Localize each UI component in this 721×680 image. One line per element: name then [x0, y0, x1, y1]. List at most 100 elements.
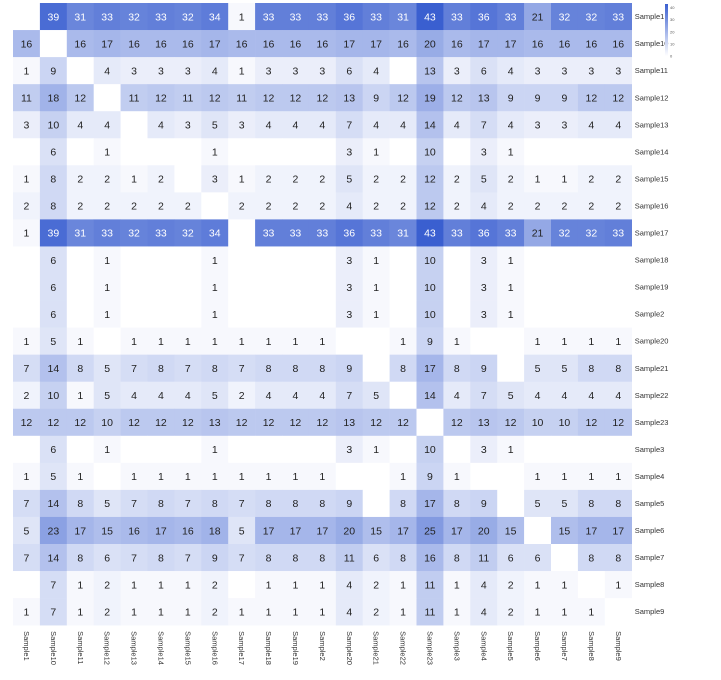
heatmap-cell: [604, 571, 632, 599]
heatmap-cell: [335, 165, 363, 193]
heatmap-cell: [13, 354, 41, 382]
cell-value-label: 1: [131, 336, 137, 348]
cell-value-label: 3: [535, 120, 541, 132]
heatmap-cell: [524, 219, 552, 247]
column-label: Sample1: [22, 631, 31, 661]
cell-value-label: 1: [562, 471, 568, 483]
heatmap-cell: [201, 138, 229, 166]
heatmap-cell: [389, 84, 417, 112]
cell-value-label: 3: [481, 309, 487, 321]
column-label: Sample14: [156, 631, 165, 665]
colorbar-tick-label: 10: [670, 41, 675, 46]
heatmap-cell: [362, 381, 390, 410]
cell-value-label: 2: [562, 201, 568, 213]
heatmap-cell: [389, 138, 417, 166]
heatmap-cell: [389, 435, 417, 464]
cell-value-label: 4: [535, 390, 541, 402]
cell-value-label: 1: [185, 606, 191, 618]
heatmap-cell: [93, 246, 121, 274]
heatmap-cell: [66, 192, 94, 220]
heatmap-cell: [497, 516, 525, 545]
cell-value-label: 36: [478, 228, 490, 240]
cell-value-label: 1: [535, 174, 541, 186]
heatmap-cell: [524, 300, 552, 328]
cell-value-label: 1: [131, 471, 137, 483]
heatmap-cell: [604, 165, 632, 193]
heatmap-cell: [389, 57, 417, 85]
column-label: Sample19: [291, 631, 300, 665]
cell-value-label: 5: [508, 390, 514, 402]
cell-value-label: 1: [24, 471, 30, 483]
heatmap-cell: [416, 84, 444, 112]
heatmap-cell: [147, 3, 175, 31]
cell-value-label: 6: [50, 147, 56, 159]
cell-value-label: 1: [239, 606, 245, 618]
heatmap-cell: [93, 219, 121, 247]
heatmap-cell: [362, 30, 390, 58]
heatmap-cell: [13, 219, 41, 247]
cell-value-label: 9: [346, 498, 352, 510]
cell-value-label: 33: [370, 228, 382, 240]
heatmap-cell: [497, 354, 525, 382]
heatmap-cell: [93, 327, 121, 355]
cell-value-label: 3: [346, 147, 352, 159]
heatmap-cell: [497, 57, 525, 85]
cell-value-label: 1: [535, 336, 541, 348]
column-label: Sample12: [103, 631, 112, 665]
heatmap-cell: [604, 273, 632, 301]
cell-value-label: 6: [50, 309, 56, 321]
heatmap-cell: [308, 489, 337, 518]
cell-value-label: 2: [508, 174, 514, 186]
heatmap-cell: [255, 84, 283, 112]
heatmap-cell: [13, 138, 41, 166]
heatmap-cell: [443, 462, 471, 491]
heatmap-cell: [443, 138, 471, 166]
heatmap-cell: [201, 273, 229, 301]
heatmap-cell: [335, 571, 363, 599]
heatmap-cell: [470, 408, 498, 437]
heatmap-cell: [443, 219, 471, 247]
column-label: Sample7: [560, 631, 569, 661]
cell-value-label: 8: [266, 498, 272, 510]
heatmap-cell: [201, 544, 229, 572]
heatmap-cell: [362, 111, 390, 139]
heatmap-cell: [228, 571, 256, 599]
heatmap-cell: [93, 571, 121, 599]
heatmap-cell: [66, 273, 94, 301]
heatmap-cell: [120, 192, 148, 220]
heatmap-cell: [174, 111, 202, 139]
heatmap-cell: [174, 30, 202, 58]
row-label: Sample14: [635, 147, 669, 156]
heatmap-cell: [282, 598, 310, 626]
heatmap-cell: [93, 462, 121, 491]
cell-value-label: 2: [588, 174, 594, 186]
heatmap-cell: [577, 138, 606, 166]
cell-value-label: 1: [239, 11, 245, 23]
cell-value-label: 3: [185, 65, 191, 77]
heatmap-cell: [443, 381, 471, 410]
row-label: Sample2: [635, 310, 665, 319]
cell-value-label: 7: [481, 120, 487, 132]
cell-value-label: 4: [373, 120, 379, 132]
heatmap-cell: [308, 84, 337, 112]
cell-value-label: 1: [266, 579, 272, 591]
cell-value-label: 1: [508, 309, 514, 321]
heatmap-cell: [13, 327, 41, 355]
heatmap-cell: [308, 327, 337, 355]
cell-value-label: 3: [346, 309, 352, 321]
heatmap-cell: [201, 300, 229, 328]
column-label: Sample11: [76, 631, 85, 664]
cell-value-label: 12: [612, 417, 624, 429]
cell-value-label: 4: [158, 120, 164, 132]
cell-value-label: 13: [478, 92, 490, 104]
cell-value-label: 13: [343, 92, 355, 104]
heatmap-cell: [93, 30, 121, 58]
heatmap-cell: [470, 57, 498, 85]
heatmap-cell: [335, 30, 363, 58]
heatmap-cell: [470, 84, 498, 112]
cell-value-label: 3: [131, 65, 137, 77]
cell-value-label: 12: [397, 417, 409, 429]
heatmap-cell: [389, 516, 417, 545]
heatmap-cell: [551, 435, 579, 464]
heatmap-cell: [551, 84, 579, 112]
